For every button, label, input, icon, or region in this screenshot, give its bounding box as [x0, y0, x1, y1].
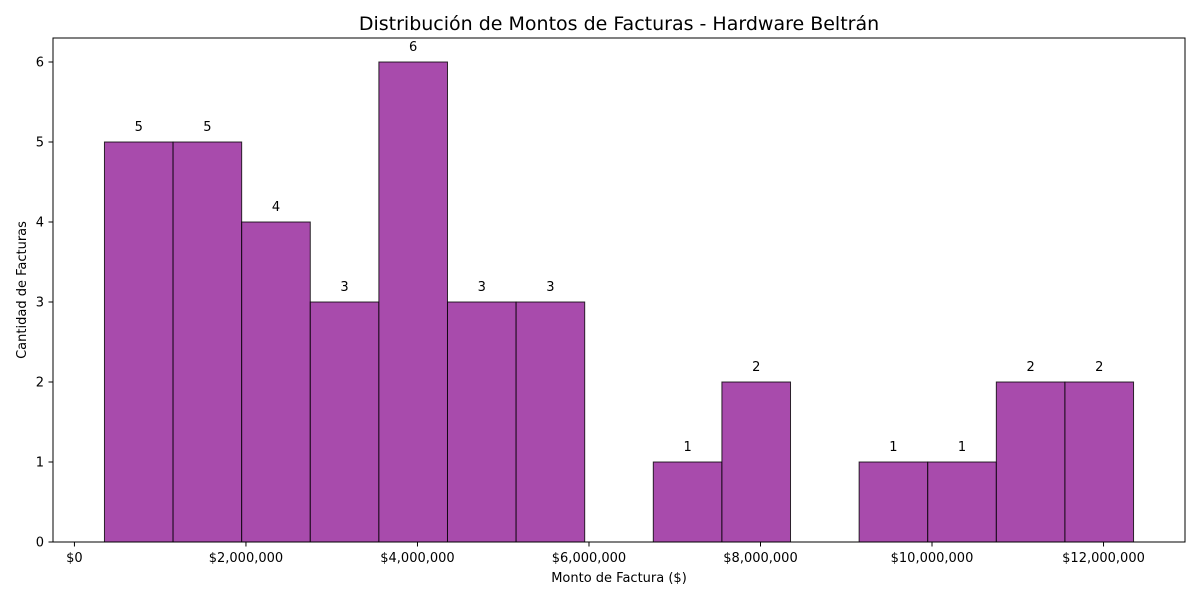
x-tick-label: $10,000,000	[891, 551, 974, 566]
histogram-bar	[927, 461, 997, 543]
y-tick-label: 3	[36, 296, 44, 311]
y-tick-label: 6	[36, 56, 44, 71]
bar-count-label: 2	[1026, 360, 1034, 375]
bar-count-label: 3	[546, 280, 554, 295]
x-axis-ticks: $0 $2,000,000 $4,000,000 $6,000,000 $8,000,0…	[66, 542, 1145, 566]
x-axis-label: Monto de Factura ($)	[551, 571, 687, 586]
x-tick-label: $2,000,000	[209, 551, 283, 566]
histogram-bar	[172, 141, 243, 543]
histogram-bar	[995, 381, 1066, 543]
bar-count-label: 2	[1095, 360, 1103, 375]
histogram-bar	[1064, 381, 1135, 543]
chart-title: Distribución de Montos de Facturas - Har…	[359, 13, 879, 35]
histogram-bar	[309, 301, 380, 543]
y-axis-ticks: 0 1 2 3 4 5 6	[36, 56, 53, 551]
data-labels-layer: 5 5 4 3 6 3 3 1 2 1 1 2 2	[135, 40, 1104, 455]
y-tick-label: 4	[36, 216, 44, 231]
bars-layer	[103, 61, 1135, 543]
histogram-bar	[721, 381, 792, 543]
histogram-bar	[652, 461, 723, 543]
x-tick-label: $4,000,000	[380, 551, 454, 566]
x-tick-label: $12,000,000	[1062, 551, 1145, 566]
plot-frame	[52, 37, 1186, 543]
x-tick-label: $0	[66, 551, 83, 566]
bar-count-label: 4	[272, 200, 280, 215]
bar-count-label: 1	[958, 440, 966, 455]
bar-count-label: 3	[340, 280, 348, 295]
histogram-bar	[103, 141, 174, 543]
bar-count-label: 6	[409, 40, 417, 55]
histogram-bar	[858, 461, 929, 543]
bar-count-label: 1	[889, 440, 897, 455]
x-tick-label: $8,000,000	[723, 551, 797, 566]
y-axis-label: Cantidad de Facturas	[15, 221, 30, 359]
y-tick-label: 1	[36, 456, 44, 471]
histogram-bar	[241, 221, 311, 543]
y-tick-label: 2	[36, 376, 44, 391]
y-tick-label: 0	[36, 536, 44, 551]
histogram-bar	[378, 61, 448, 543]
bar-count-label: 2	[752, 360, 760, 375]
histogram-bar	[446, 301, 517, 543]
y-tick-label: 5	[36, 136, 44, 151]
histogram-bar	[515, 301, 586, 543]
bar-count-label: 5	[135, 120, 143, 135]
bar-count-label: 3	[478, 280, 486, 295]
bar-count-label: 1	[683, 440, 691, 455]
bar-count-label: 5	[203, 120, 211, 135]
x-tick-label: $6,000,000	[552, 551, 626, 566]
